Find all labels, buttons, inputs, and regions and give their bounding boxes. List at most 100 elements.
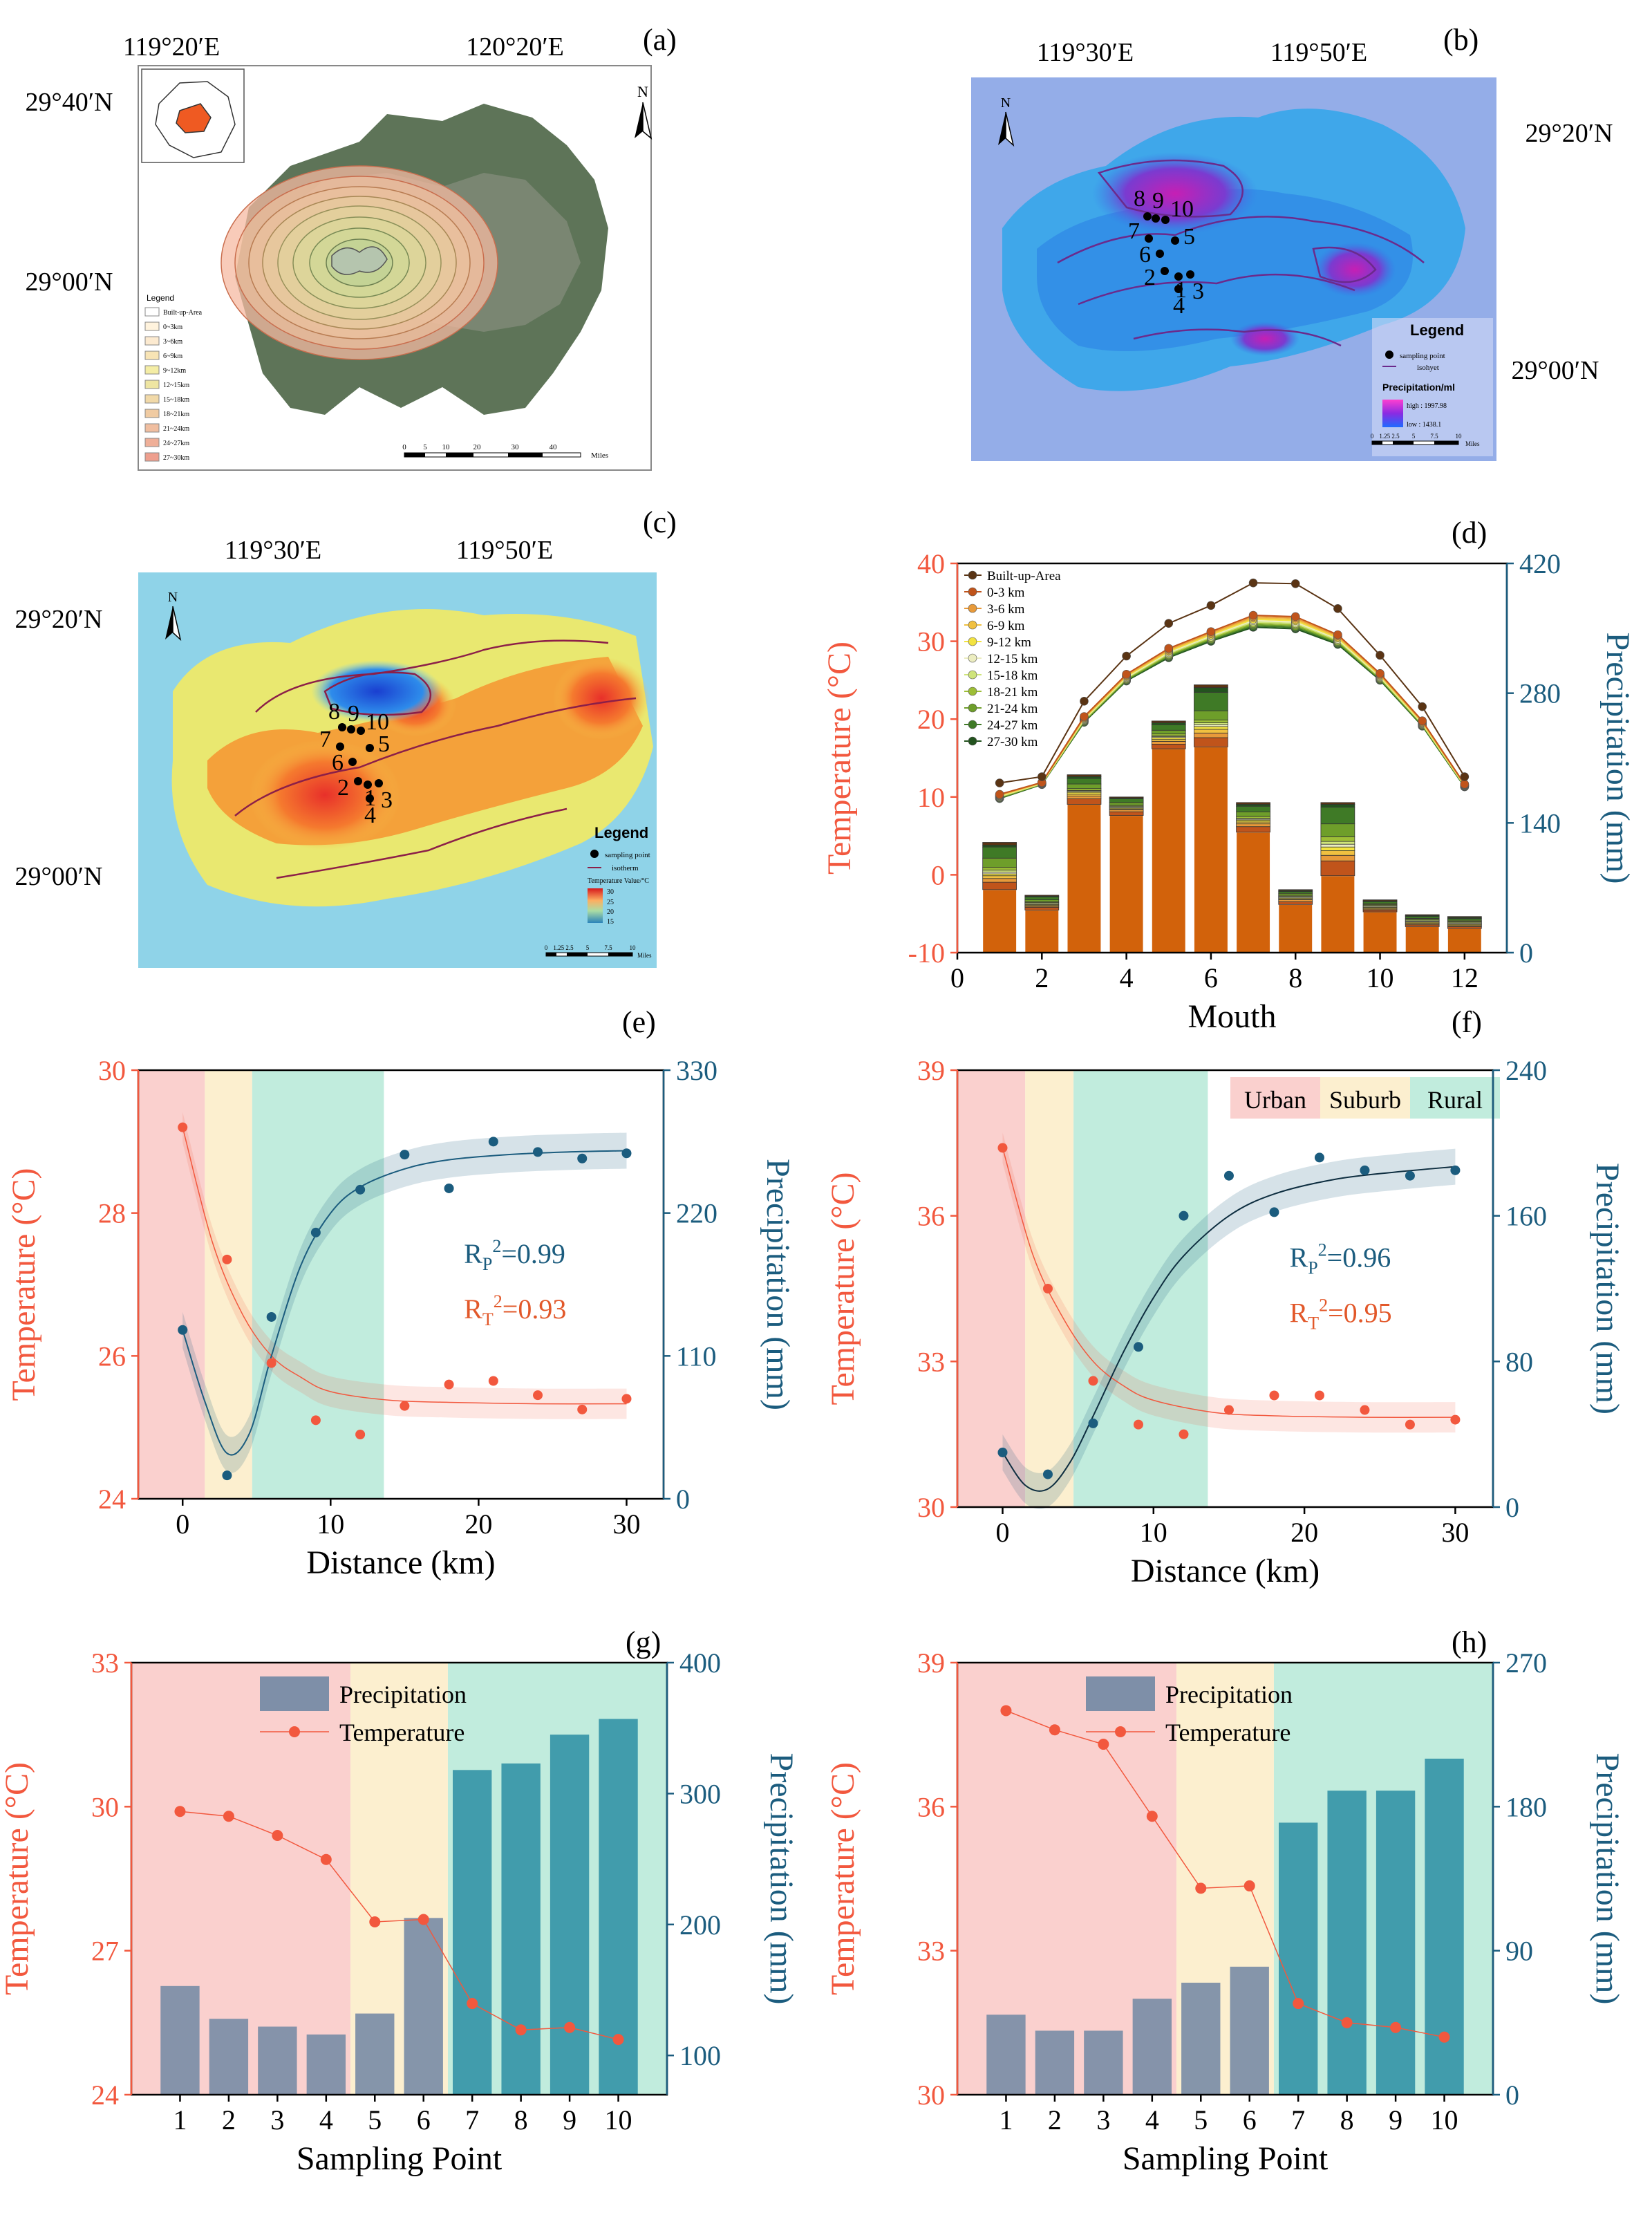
precip-bar-segment — [1320, 846, 1355, 851]
zone-label-box — [1230, 1077, 1320, 1119]
temp-point — [621, 1394, 632, 1404]
y-axis-label-left: Temperature (°C) — [825, 1172, 861, 1405]
precip-point — [1314, 1152, 1324, 1163]
y-axis-label-right: Precipitation (mm) — [1589, 1753, 1626, 2005]
sampling-point-label: 3 — [1192, 279, 1204, 304]
temp-point — [1164, 619, 1174, 628]
precip-bar-segment — [1067, 783, 1102, 789]
precip-bar-segment — [1447, 926, 1482, 929]
r2-part: R — [1290, 1297, 1308, 1328]
x-tick-label: 1 — [999, 2104, 1013, 2135]
y-tick-label-right: 140 — [1519, 807, 1561, 839]
a-north-arrow: N — [635, 83, 653, 140]
legend-marker — [968, 736, 977, 746]
y-tick-label-left: 36 — [917, 1791, 945, 1822]
r2-part: P — [1308, 1258, 1317, 1278]
precip-bar-segment — [1320, 850, 1355, 856]
svg-text:7.5: 7.5 — [1430, 433, 1438, 440]
temp-line-series — [999, 617, 1465, 796]
temp-point — [1290, 612, 1300, 621]
precip-bar — [1279, 1822, 1318, 2095]
temp-point — [995, 778, 1004, 787]
a-legend-swatch — [144, 394, 160, 404]
temp-point — [533, 1390, 543, 1401]
temp-line-series — [999, 618, 1465, 796]
precip-point — [488, 1137, 498, 1147]
temp-point — [272, 1830, 283, 1841]
legend-label: Precipitation — [1165, 1681, 1293, 1708]
svg-text:10: 10 — [630, 944, 637, 951]
svg-text:25: 25 — [607, 899, 614, 906]
sampling-point-dot — [1174, 285, 1183, 293]
precip-fit-curve — [1002, 1166, 1456, 1492]
temp-point — [1042, 1284, 1053, 1293]
zone-band-urban — [138, 1070, 205, 1499]
precip-bar — [306, 2034, 346, 2095]
y-tick-label-right: 270 — [1505, 1647, 1547, 1679]
precip-bar — [1084, 2030, 1123, 2095]
sampling-point-label: 6 — [1139, 242, 1151, 268]
temp-point — [1418, 702, 1427, 711]
svg-text:Miles: Miles — [591, 451, 608, 460]
temp-point — [1376, 651, 1385, 660]
x-tick-label: 10 — [1431, 2104, 1458, 2135]
temp-point — [222, 1254, 232, 1264]
sampling-point-dot — [1171, 236, 1179, 245]
a-legend-item-label: 9~12km — [163, 367, 186, 375]
x-tick-label: 2 — [1035, 962, 1049, 993]
y-tick-label-right: 80 — [1505, 1346, 1533, 1377]
r2-part: T — [1308, 1313, 1319, 1333]
sampling-point-dot — [1174, 272, 1183, 281]
panel-d-label: (d) — [1452, 516, 1487, 550]
svg-text:0: 0 — [1371, 433, 1374, 440]
a-legend-swatch — [144, 423, 160, 433]
zone-label-box — [1410, 1077, 1500, 1119]
legend-label: 24-27 km — [987, 718, 1038, 733]
precip-bar-segment — [1067, 796, 1102, 799]
precip-bar-segment — [1362, 899, 1398, 901]
svg-text:1.25 2.5: 1.25 2.5 — [1379, 433, 1400, 440]
precip-point — [178, 1325, 188, 1335]
y-axis-label-right: Precipitation (mm) — [760, 1159, 796, 1410]
b-north-arrow: N — [998, 95, 1015, 147]
precip-bar — [599, 1719, 638, 2095]
temp-point — [577, 1404, 588, 1414]
precip-bar-segment — [1278, 892, 1313, 896]
x-tick-label: 1 — [173, 2104, 187, 2135]
temp-line-series — [999, 619, 1465, 797]
precip-bar — [209, 2019, 249, 2095]
x-tick-label: 8 — [514, 2104, 528, 2135]
y-tick-label-left: 30 — [917, 2080, 945, 2111]
temp-point — [1460, 779, 1470, 789]
y-axis-label-right: Precipitation (mm) — [1599, 633, 1636, 884]
svg-text:15: 15 — [607, 918, 614, 926]
x-tick-label: 0 — [995, 1517, 1009, 1548]
sampling-point-dot — [375, 779, 383, 787]
temp-point — [1418, 716, 1427, 726]
r2-part: T — [482, 1309, 494, 1329]
y-tick-label-left: 36 — [917, 1201, 945, 1232]
legend-marker — [968, 620, 977, 630]
svg-text:sampling point: sampling point — [605, 851, 650, 859]
legend-marker — [968, 670, 977, 680]
precip-bar-segment — [1067, 798, 1102, 805]
temp-point — [1122, 669, 1131, 679]
temp-point — [1248, 610, 1258, 620]
sampling-point-label: 9 — [348, 701, 359, 727]
precip-bar — [1035, 2030, 1075, 2095]
precip-bar-segment — [1194, 691, 1228, 711]
zone-label-box — [1320, 1077, 1410, 1119]
precip-point — [444, 1183, 454, 1193]
a-legend: Legend — [147, 293, 174, 303]
precip-bar-base — [1109, 815, 1144, 953]
precip-bar-segment — [1067, 788, 1102, 791]
temp-point — [1438, 2031, 1450, 2043]
temp-point — [488, 1376, 498, 1386]
svg-text:Legend: Legend — [1410, 321, 1464, 339]
r2-part: 2 — [494, 1291, 503, 1311]
precip-bar-segment — [1109, 796, 1144, 798]
precip-point — [1405, 1170, 1415, 1181]
temp-point — [997, 1143, 1008, 1153]
y-tick-label-left: 27 — [91, 1936, 119, 1967]
